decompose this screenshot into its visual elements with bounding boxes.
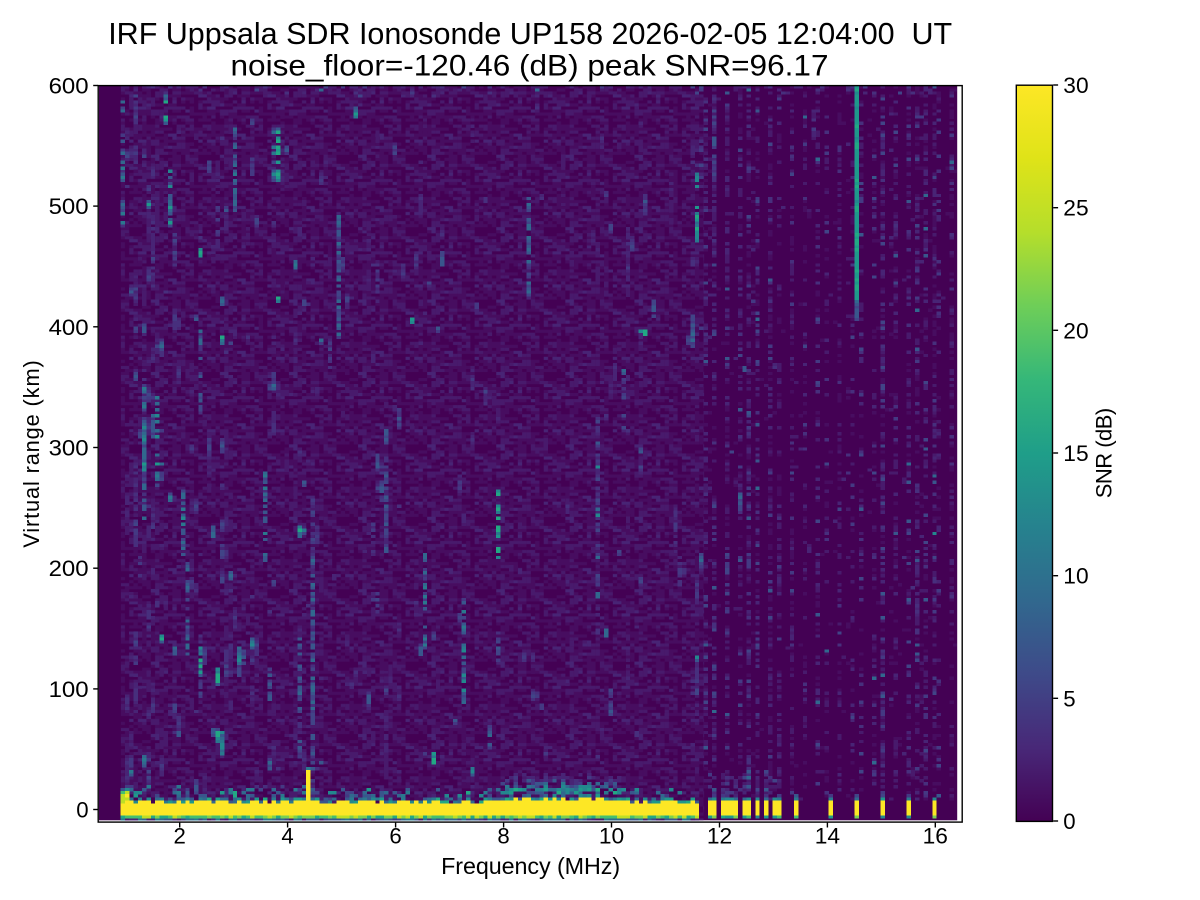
svg-text:300: 300 xyxy=(49,436,89,461)
svg-text:noise_floor=-120.46 (dB) peak: noise_floor=-120.46 (dB) peak SNR=96.17 xyxy=(231,49,829,82)
svg-text:16: 16 xyxy=(923,824,948,849)
svg-text:14: 14 xyxy=(815,824,840,849)
svg-text:6: 6 xyxy=(389,824,401,849)
svg-text:25: 25 xyxy=(1063,196,1088,221)
svg-text:20: 20 xyxy=(1063,318,1088,343)
svg-text:10: 10 xyxy=(599,824,624,849)
svg-text:0: 0 xyxy=(76,798,88,823)
svg-text:600: 600 xyxy=(49,74,89,99)
svg-text:0: 0 xyxy=(1063,809,1075,834)
svg-text:IRF Uppsala SDR Ionosonde UP15: IRF Uppsala SDR Ionosonde UP158 2026-02-… xyxy=(108,17,952,51)
svg-text:400: 400 xyxy=(49,315,89,340)
svg-text:15: 15 xyxy=(1063,441,1088,466)
svg-text:Virtual range (km): Virtual range (km) xyxy=(19,360,44,548)
svg-text:500: 500 xyxy=(49,194,89,219)
svg-text:4: 4 xyxy=(281,824,293,849)
svg-text:5: 5 xyxy=(1063,686,1075,711)
svg-text:8: 8 xyxy=(497,824,509,849)
svg-text:30: 30 xyxy=(1063,73,1088,98)
svg-text:12: 12 xyxy=(707,824,732,849)
svg-text:2: 2 xyxy=(174,824,186,849)
svg-text:Frequency (MHz): Frequency (MHz) xyxy=(441,853,620,879)
svg-text:10: 10 xyxy=(1063,564,1088,589)
svg-text:SNR (dB): SNR (dB) xyxy=(1092,408,1117,499)
svg-text:200: 200 xyxy=(49,556,89,581)
svg-text:100: 100 xyxy=(49,677,89,702)
